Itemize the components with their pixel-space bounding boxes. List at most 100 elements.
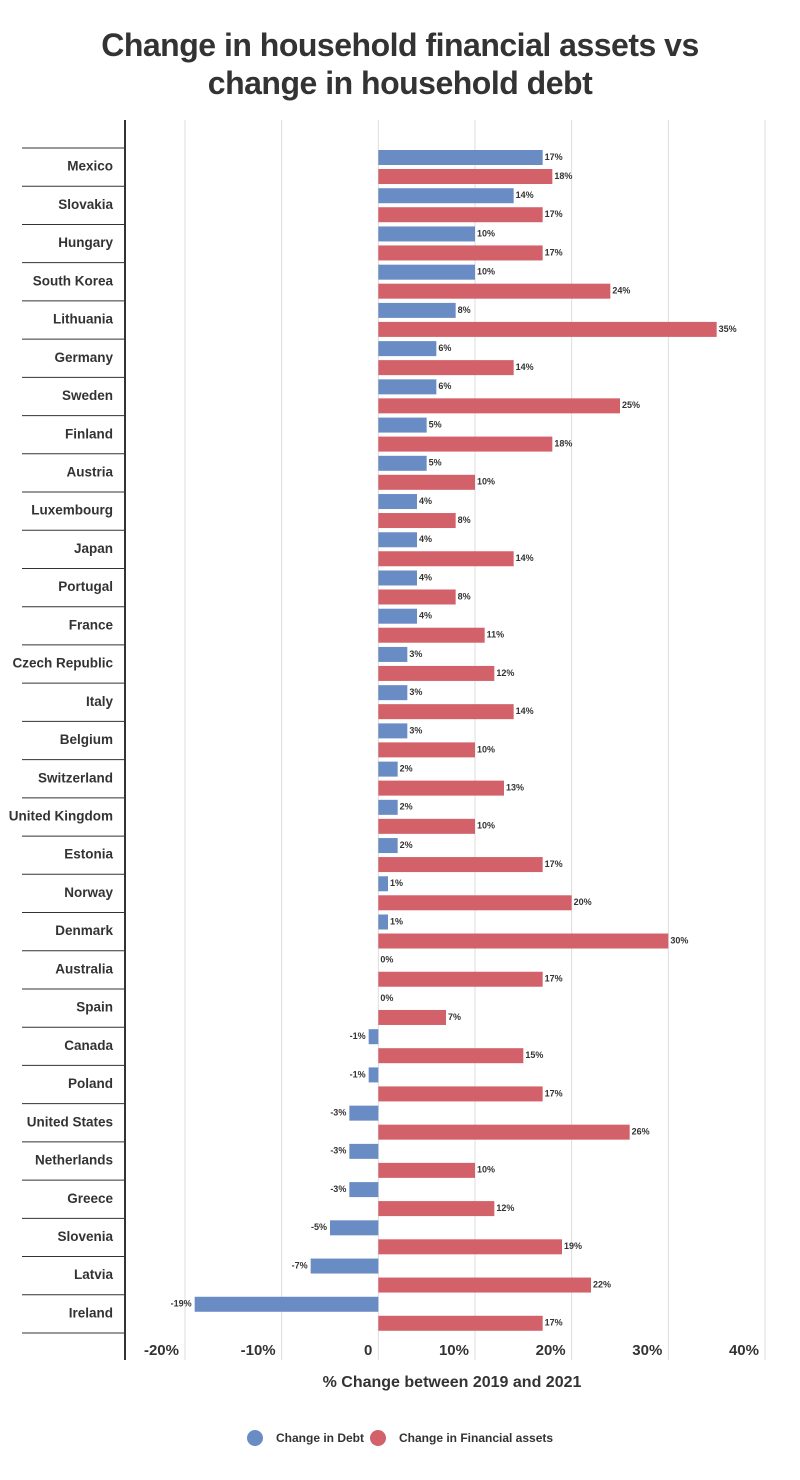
value-label: 17% bbox=[545, 209, 563, 219]
bar bbox=[378, 398, 620, 414]
value-label: 26% bbox=[632, 1127, 650, 1137]
x-tick-label: 0 bbox=[364, 1342, 372, 1359]
x-tick-label: 30% bbox=[632, 1342, 662, 1359]
value-label: 5% bbox=[429, 458, 442, 468]
value-label: 7% bbox=[448, 1012, 461, 1022]
y-tick-label: Ireland bbox=[69, 1305, 113, 1320]
bar bbox=[194, 1296, 379, 1312]
bar bbox=[378, 551, 514, 567]
value-label: 12% bbox=[496, 1203, 514, 1213]
value-label: 11% bbox=[487, 630, 505, 640]
bar bbox=[378, 742, 475, 758]
value-label: 8% bbox=[458, 515, 471, 525]
value-label: 3% bbox=[409, 687, 422, 697]
bar bbox=[368, 1067, 379, 1083]
x-tick-label: -20% bbox=[144, 1342, 179, 1359]
bar bbox=[378, 436, 553, 452]
value-label: 22% bbox=[593, 1279, 611, 1289]
value-label: 10% bbox=[477, 821, 495, 831]
value-label: 24% bbox=[612, 286, 630, 296]
y-tick-label: Hungary bbox=[58, 235, 113, 250]
value-label: 17% bbox=[545, 1318, 563, 1328]
bar bbox=[378, 494, 417, 510]
value-label: 6% bbox=[438, 343, 451, 353]
y-tick-label: Estonia bbox=[64, 847, 113, 862]
value-label: 10% bbox=[477, 1165, 495, 1175]
value-label: 2% bbox=[400, 802, 413, 812]
x-axis-label: % Change between 2019 and 2021 bbox=[323, 1374, 582, 1391]
value-label: 1% bbox=[390, 878, 403, 888]
bar bbox=[378, 1239, 562, 1255]
y-tick-label: Luxembourg bbox=[31, 503, 113, 518]
bar bbox=[378, 627, 485, 643]
y-tick-label: Mexico bbox=[67, 159, 113, 174]
bar bbox=[378, 1086, 543, 1102]
bar bbox=[378, 207, 543, 223]
value-label: 17% bbox=[545, 1088, 563, 1098]
value-label: 17% bbox=[545, 974, 563, 984]
value-label: 3% bbox=[409, 725, 422, 735]
bar bbox=[378, 857, 543, 873]
bar bbox=[378, 1009, 446, 1025]
bar bbox=[330, 1220, 379, 1236]
value-label: 17% bbox=[545, 859, 563, 869]
value-label: -7% bbox=[292, 1260, 308, 1270]
value-label: 20% bbox=[574, 897, 592, 907]
bar bbox=[378, 283, 611, 299]
bar bbox=[378, 818, 475, 834]
y-tick-label: Austria bbox=[66, 464, 113, 479]
value-label: 18% bbox=[554, 438, 572, 448]
bar bbox=[378, 188, 514, 204]
legend-marker bbox=[247, 1430, 263, 1446]
bar bbox=[378, 1162, 475, 1178]
value-label: 13% bbox=[506, 782, 524, 792]
legend-label: Change in Financial assets bbox=[399, 1431, 553, 1445]
y-tick-label: Italy bbox=[86, 694, 114, 709]
bar bbox=[349, 1105, 379, 1121]
value-label: 14% bbox=[516, 190, 534, 200]
bar bbox=[378, 1277, 591, 1293]
y-tick-label: Slovakia bbox=[58, 197, 113, 212]
bar bbox=[378, 302, 456, 318]
y-tick-label: Norway bbox=[64, 885, 113, 900]
y-tick-label: Poland bbox=[68, 1076, 113, 1091]
bar bbox=[378, 799, 398, 815]
value-label: 19% bbox=[564, 1241, 582, 1251]
value-label: 12% bbox=[496, 668, 514, 678]
bar bbox=[349, 1182, 379, 1198]
value-label: 17% bbox=[545, 152, 563, 162]
value-label: 10% bbox=[477, 228, 495, 238]
y-tick-label: Germany bbox=[54, 350, 113, 365]
value-label: 10% bbox=[477, 744, 495, 754]
value-label: -3% bbox=[330, 1184, 346, 1194]
bar bbox=[378, 245, 543, 261]
value-label: 4% bbox=[419, 611, 432, 621]
bar bbox=[378, 226, 475, 242]
value-label: 0% bbox=[380, 955, 393, 965]
bar bbox=[378, 895, 572, 911]
y-tick-label: Portugal bbox=[58, 579, 113, 594]
bar bbox=[378, 589, 456, 605]
bar bbox=[349, 1143, 379, 1159]
bar bbox=[378, 360, 514, 376]
y-tick-label: Latvia bbox=[74, 1267, 114, 1282]
bar bbox=[378, 608, 417, 624]
y-tick-label: Switzerland bbox=[38, 770, 113, 785]
bar bbox=[378, 474, 475, 490]
y-tick-label: Belgium bbox=[60, 732, 113, 747]
bar bbox=[378, 761, 398, 777]
x-tick-label: 40% bbox=[729, 1342, 759, 1359]
x-tick-label: -10% bbox=[241, 1342, 276, 1359]
bar bbox=[378, 1048, 524, 1064]
y-tick-label: France bbox=[69, 617, 114, 632]
value-label: 2% bbox=[400, 840, 413, 850]
value-label: 14% bbox=[516, 362, 534, 372]
value-label: -19% bbox=[171, 1299, 192, 1309]
value-label: 0% bbox=[380, 993, 393, 1003]
legend-label: Change in Debt bbox=[276, 1431, 364, 1445]
y-tick-label: Australia bbox=[55, 961, 113, 976]
bar bbox=[310, 1258, 379, 1274]
value-label: -3% bbox=[330, 1108, 346, 1118]
